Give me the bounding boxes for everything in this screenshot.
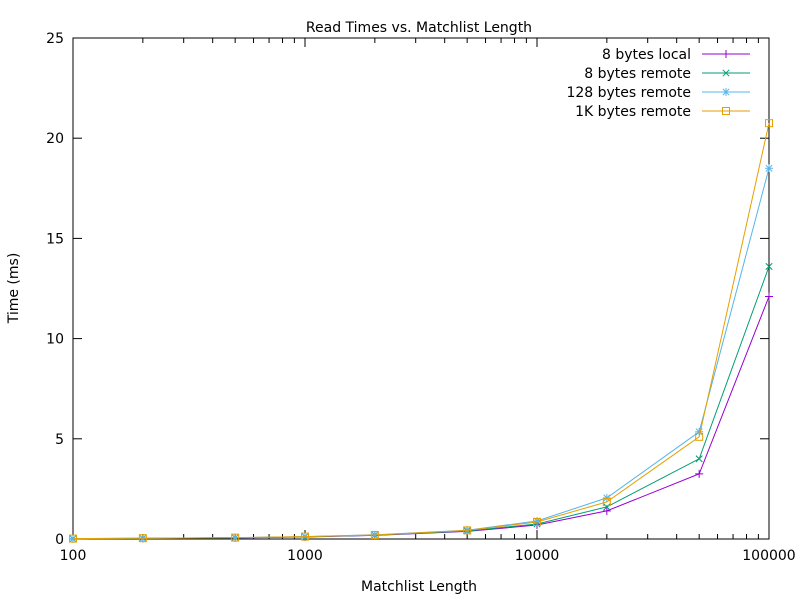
plot-frame [72,37,770,540]
legend-marker [722,88,730,96]
series-4-point [69,534,77,543]
legend-marker [722,50,730,58]
series-line-2 [72,266,770,540]
y-tick-label: 0 [55,532,64,548]
legend-label: 8 bytes remote [584,66,691,82]
series-4-point [370,530,379,539]
series-4-point [463,526,472,535]
series-4-point [765,119,773,128]
series-2-point [765,262,773,271]
y-tick-label: 15 [46,231,64,247]
y-tick-label: 25 [46,31,64,47]
series-1-point [695,469,704,478]
series-2-point [603,503,611,511]
x-tick-label: 100000 [742,548,795,564]
legend-label: 128 bytes remote [566,85,691,101]
y-tick-label: 20 [46,131,64,147]
series-1-point [602,506,611,515]
series-3-point [602,493,611,502]
y-tick-label: 5 [55,432,64,448]
x-axis-label: Matchlist Length [361,579,477,595]
legend: 8 bytes local 8 bytes remote 128 bytes rem… [566,47,750,120]
series-1-point [765,292,773,301]
x-tick-label: 10000 [515,548,560,564]
legend-label: 8 bytes local [602,47,691,63]
series-4-point [602,497,611,506]
series-4-point [695,432,704,441]
x-tick-label: 1000 [287,548,323,564]
series-line-3 [72,168,770,540]
series-4-point [231,533,240,542]
legend-marker [722,107,730,115]
series-3-point [765,164,773,173]
series-line-4 [72,123,770,540]
series-2-point [695,455,703,463]
series-4-point [533,517,541,526]
series-3-point [695,427,704,436]
series-4-point [301,532,309,541]
chart-title: Read Times vs. Matchlist Length [306,20,532,36]
plot-area: 0 5 10 15 20 25 100 1000 10000 100000 [46,31,796,564]
y-tick-label: 10 [46,332,64,348]
series-line-1 [72,296,770,540]
legend-marker [722,69,730,77]
legend-label: 1K bytes remote [575,104,691,120]
series-4-point [138,534,147,543]
x-tick-label: 100 [60,548,87,564]
y-axis-label: Time (ms) [6,253,22,325]
